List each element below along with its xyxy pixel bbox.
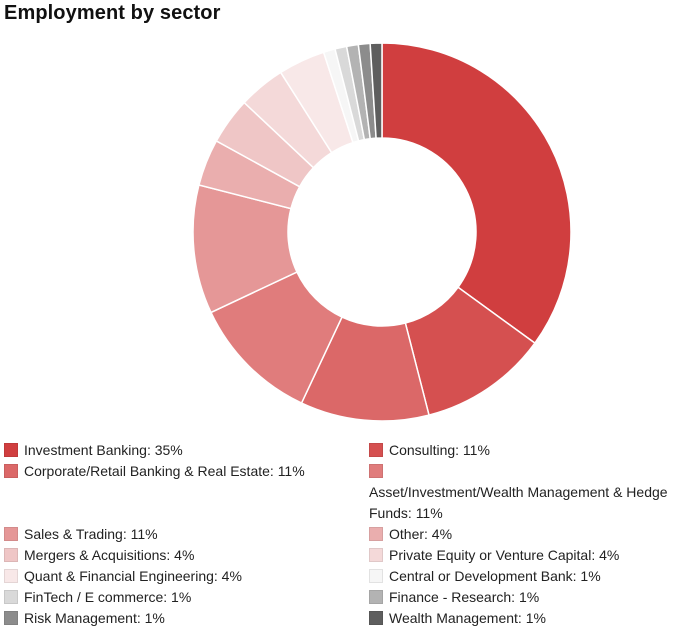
- legend-label: Investment Banking: 35%: [24, 442, 183, 458]
- donut-slices: [192, 42, 572, 422]
- legend-label: Central or Development Bank: 1%: [389, 568, 601, 584]
- slice-wealth-management[interactable]: [369, 42, 383, 139]
- legend-swatch: [369, 611, 383, 625]
- legend-swatch: [4, 464, 18, 478]
- legend-label: Quant & Financial Engineering: 4%: [24, 568, 242, 584]
- legend-swatch: [4, 590, 18, 604]
- legend-swatch: [369, 443, 383, 457]
- legend-swatch: [369, 569, 383, 583]
- legend-label: FinTech / E commerce: 1%: [24, 589, 192, 605]
- legend-label: Finance - Research: 1%: [389, 589, 540, 605]
- legend-label: Sales & Trading: 11%: [24, 526, 158, 542]
- legend-swatch: [4, 527, 18, 541]
- legend-swatch: [369, 464, 383, 478]
- legend-swatch: [369, 527, 383, 541]
- legend-label: Private Equity or Venture Capital: 4%: [389, 547, 620, 563]
- legend-swatch: [4, 443, 18, 457]
- legend-label: Wealth Management: 1%: [389, 610, 546, 626]
- slice-investment-banking[interactable]: [381, 42, 572, 345]
- legend-swatch: [369, 548, 383, 562]
- legend-label: Asset/Investment/Wealth Management & Hed…: [369, 484, 668, 521]
- legend-label: Corporate/Retail Banking & Real Estate: …: [24, 463, 305, 479]
- legend-label: Consulting: 11%: [389, 442, 490, 458]
- donut-chart: [192, 42, 572, 422]
- legend-swatch: [4, 611, 18, 625]
- legend-swatch: [4, 569, 18, 583]
- legend-label: Other: 4%: [389, 526, 453, 542]
- legend-label: Risk Management: 1%: [24, 610, 165, 626]
- legend-label: Mergers & Acquisitions: 4%: [24, 547, 195, 563]
- chart-title: Employment by sector: [4, 2, 221, 24]
- legend-swatch: [4, 548, 18, 562]
- legend-swatch: [369, 590, 383, 604]
